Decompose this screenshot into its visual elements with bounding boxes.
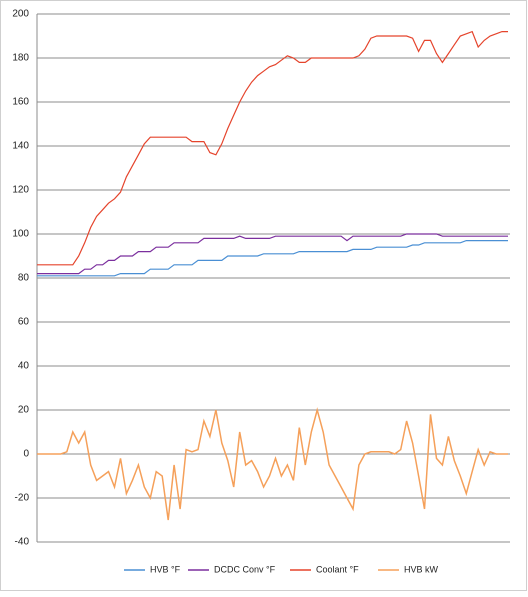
y-tick-label: -20: [15, 493, 30, 504]
y-tick-label: 20: [18, 405, 30, 416]
y-tick-label: 140: [12, 141, 29, 152]
y-tick-label: 0: [23, 449, 29, 460]
y-tick-label: 100: [12, 229, 29, 240]
y-tick-label: 80: [18, 273, 30, 284]
series-line: [37, 233, 508, 275]
y-tick-label: 160: [12, 97, 29, 108]
y-tick-label: 60: [18, 317, 30, 328]
y-tick-label: 180: [12, 53, 29, 64]
y-tick-label: 40: [18, 361, 30, 372]
legend-label: HVB °F: [150, 564, 181, 574]
legend-label: Coolant °F: [316, 564, 359, 574]
y-tick-label: 200: [12, 9, 29, 20]
y-tick-label: 120: [12, 185, 29, 196]
series-line: [37, 240, 508, 277]
series-line: [37, 407, 508, 521]
legend-label: HVB kW: [404, 564, 439, 574]
legend-label: DCDC Conv °F: [214, 564, 276, 574]
y-tick-label: -40: [15, 537, 30, 548]
series-line: [37, 30, 508, 266]
